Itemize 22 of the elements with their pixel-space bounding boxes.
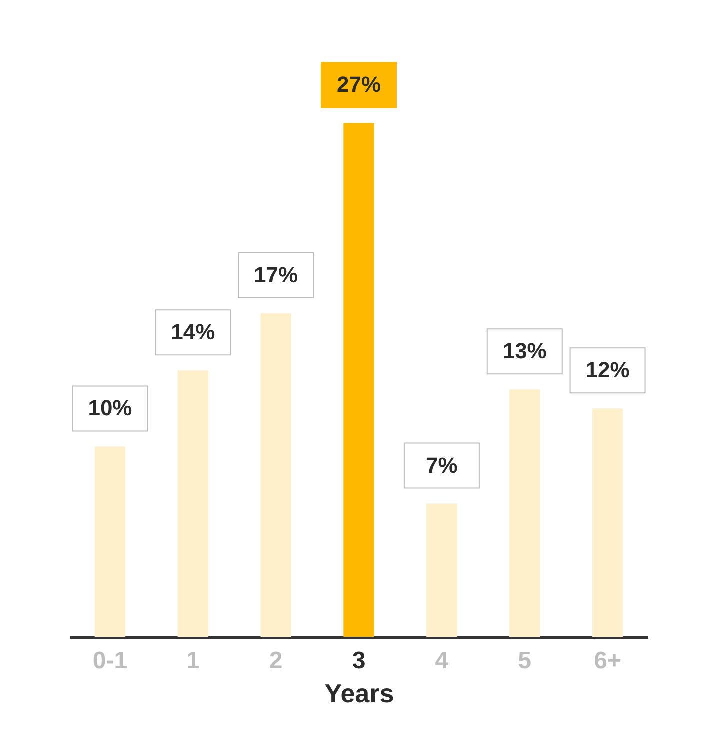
bar [592,408,624,637]
x-tick-label: 4 [435,648,450,674]
x-tick-label: 3 [352,648,366,674]
bar [94,446,126,637]
x-tick-label: 6+ [594,648,622,674]
bar [510,390,540,637]
x-axis-title: Years [324,678,394,708]
bar [344,123,374,637]
x-tick-label: 2 [269,648,283,674]
bar [426,504,458,637]
data-label: 12% [586,358,630,383]
bar [178,370,208,637]
x-tick-label: 5 [518,648,532,674]
data-label: 13% [502,338,547,364]
data-label: 14% [171,320,216,345]
x-tick-label: 1 [186,648,200,674]
data-label: 17% [254,262,298,288]
data-label: 7% [426,452,458,478]
data-label: 10% [88,396,132,421]
data-label: 27% [336,72,382,98]
bar [260,314,292,637]
x-tick-label: 0-1 [92,648,128,674]
